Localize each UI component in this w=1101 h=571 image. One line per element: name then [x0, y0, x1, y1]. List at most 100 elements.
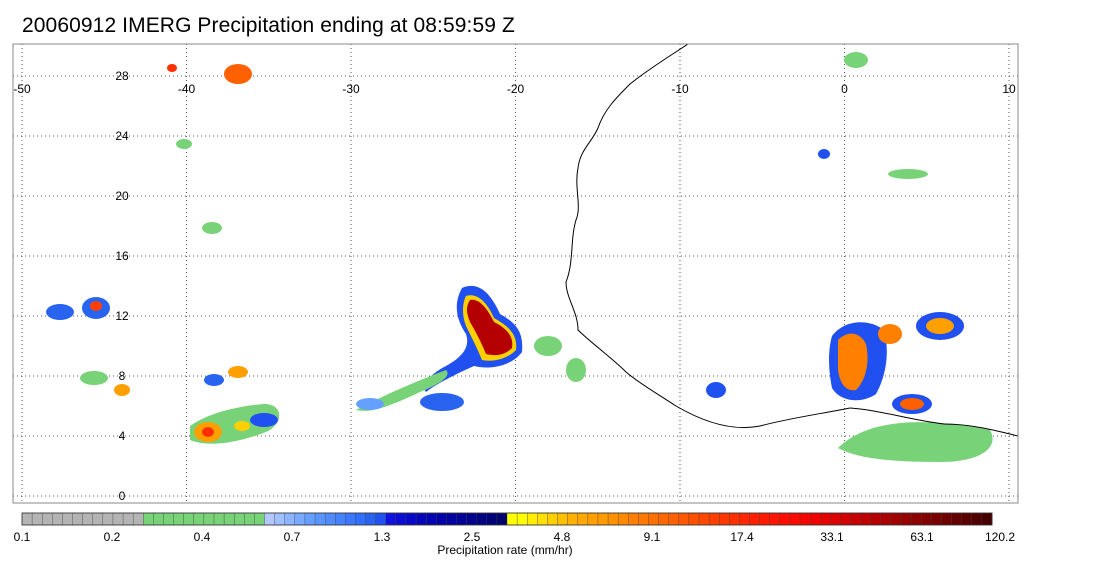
colorbar-swatch — [405, 512, 417, 526]
precip-cell — [706, 382, 726, 398]
precip-cell — [202, 222, 222, 234]
colorbar-swatch — [648, 512, 660, 526]
colorbar-tick-label: 0.7 — [284, 530, 301, 544]
precip-cell — [228, 366, 248, 378]
precip-cell — [888, 169, 928, 179]
colorbar-swatch — [466, 512, 478, 526]
precip-cell — [202, 427, 214, 437]
colorbar-swatch — [425, 512, 437, 526]
colorbar-swatch — [931, 512, 942, 526]
colorbar-swatch — [42, 512, 53, 526]
coastline-gulf-of-guinea — [849, 407, 1018, 437]
colorbar-swatch — [244, 512, 255, 526]
colorbar — [21, 512, 993, 526]
colorbar-swatch — [213, 512, 225, 526]
colorbar-swatch — [567, 512, 579, 526]
colorbar-swatch — [880, 512, 892, 526]
colorbar-tick-label: 1.3 — [374, 530, 391, 544]
colorbar-swatch — [223, 512, 235, 526]
colorbar-swatch — [921, 512, 932, 526]
colorbar-tick-label: 0.4 — [194, 530, 211, 544]
colorbar-swatch — [304, 512, 316, 526]
colorbar-swatch — [335, 512, 346, 526]
longitude-tick-labels: -50 -40 -30 -20 -10 0 10 — [13, 82, 1016, 96]
precip-cell — [167, 64, 177, 72]
colorbar-tick-label: 2.5 — [464, 530, 481, 544]
latitude-label: 16 — [115, 249, 129, 263]
precip-cell — [534, 336, 562, 356]
colorbar-tick-label: 9.1 — [644, 530, 661, 544]
precip-cell — [80, 371, 108, 385]
colorbar-swatch — [840, 512, 852, 526]
colorbar-swatch — [132, 512, 144, 526]
colorbar-swatch — [759, 512, 771, 526]
colorbar-swatch — [658, 512, 670, 526]
precip-cell — [224, 64, 252, 84]
precip-cell — [234, 421, 250, 431]
colorbar-swatch — [314, 512, 326, 526]
colorbar-swatch — [355, 512, 367, 526]
colorbar-swatch — [476, 512, 488, 526]
precip-cell — [818, 149, 830, 159]
precip-cell-storm-peak — [467, 299, 513, 356]
colorbar-swatch — [607, 512, 619, 526]
colorbar-swatch — [112, 512, 124, 526]
colorbar-swatch — [122, 512, 134, 526]
colorbar-swatch — [850, 512, 862, 526]
longitude-label: -40 — [178, 82, 196, 96]
colorbar-swatch — [597, 512, 609, 526]
precipitation-field — [46, 52, 993, 462]
colorbar-swatch — [789, 512, 801, 526]
colorbar-swatch — [82, 512, 94, 526]
colorbar-swatch — [345, 512, 356, 526]
colorbar-swatch — [516, 512, 528, 526]
colorbar-tick-label: 0.2 — [104, 530, 121, 544]
colorbar-swatch — [729, 512, 740, 526]
colorbar-frame — [21, 512, 993, 526]
colorbar-swatch — [395, 512, 407, 526]
precip-cell — [926, 318, 954, 334]
colorbar-swatch — [365, 512, 377, 526]
precip-cell — [878, 324, 902, 344]
colorbar-swatch — [415, 512, 427, 526]
colorbar-swatch — [21, 512, 33, 526]
precip-cell — [90, 301, 102, 311]
colorbar-swatch — [233, 512, 245, 526]
colorbar-swatch — [496, 512, 508, 526]
colorbar-swatch — [638, 512, 649, 526]
colorbar-swatch — [264, 512, 276, 526]
colorbar-swatch — [779, 512, 791, 526]
precip-band-gulf — [838, 422, 993, 462]
figure-title: 20060912 IMERG Precipitation ending at 0… — [22, 14, 515, 37]
colorbar-swatch — [860, 512, 872, 526]
map-plot-area — [13, 44, 1018, 503]
colorbar-swatch — [547, 512, 559, 526]
precip-cell-sahel-east-core — [838, 333, 868, 391]
colorbar-swatch — [739, 512, 750, 526]
colorbar-swatch — [971, 512, 983, 526]
colorbar-swatch — [799, 512, 811, 526]
colorbar-swatch — [62, 512, 74, 526]
colorbar-swatch — [557, 512, 569, 526]
colorbar-tick-label: 17.4 — [730, 530, 754, 544]
plot-frame — [12, 43, 1019, 504]
latitude-label: 20 — [115, 189, 129, 203]
colorbar-swatch — [72, 512, 84, 526]
precip-cell — [114, 384, 130, 396]
colorbar-tick-label: 4.8 — [554, 530, 571, 544]
colorbar-swatch — [92, 512, 104, 526]
colorbar-swatch — [436, 512, 447, 526]
colorbar-swatch — [718, 512, 730, 526]
colorbar-swatch — [153, 512, 164, 526]
precip-cell — [176, 139, 192, 149]
colorbar-tick-labels: 0.1 0.2 0.4 0.7 1.3 2.5 4.8 9.1 17.4 33.1 63.1 120.… — [14, 530, 1016, 544]
colorbar-swatch — [143, 512, 154, 526]
coastline-west-africa — [565, 44, 851, 429]
colorbar-swatch — [385, 512, 397, 526]
colorbar-swatch — [688, 512, 700, 526]
colorbar-swatch — [809, 512, 821, 526]
latitude-label: 8 — [119, 369, 126, 383]
colorbar-swatch — [830, 512, 841, 526]
colorbar-swatch — [941, 512, 953, 526]
longitude-label: -30 — [342, 82, 360, 96]
